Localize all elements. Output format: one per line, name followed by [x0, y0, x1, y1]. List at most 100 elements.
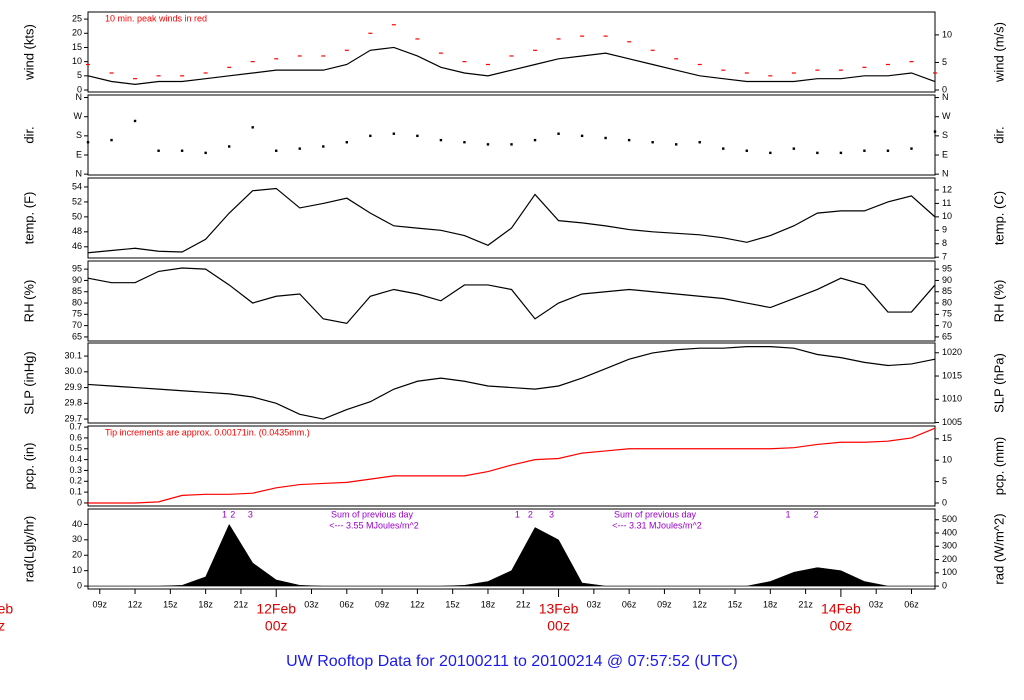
dir-dot [110, 138, 113, 142]
y-tick-label: 0.3 [69, 465, 82, 475]
x-tick-label: 09z [375, 599, 390, 609]
y-tick-label: 10 [72, 565, 82, 575]
panel-frame [87, 425, 936, 507]
dir-dot [816, 151, 819, 155]
dir-dot [510, 143, 513, 146]
y2-tick-label: 8 [942, 238, 947, 248]
dir-dot [439, 138, 443, 142]
y2-tick-label: 10 [942, 29, 952, 39]
y-axis-label: pcp. (in) [21, 443, 36, 490]
dir-dot [345, 141, 349, 144]
dir-dot [86, 141, 90, 144]
dir-dot [486, 143, 490, 146]
y-axis-label: wind (kts) [21, 24, 36, 81]
y2-tick-label: S [942, 130, 948, 140]
y-tick-label: 25 [72, 13, 82, 23]
y-axis-label: RH (%) [21, 280, 36, 323]
y-tick-label: 29.9 [64, 382, 82, 392]
y-tick-label: 85 [72, 286, 82, 296]
y2-axis-label: dir. [991, 126, 1006, 143]
peak-marker: 1 [222, 509, 227, 519]
y-tick-label: 30 [72, 534, 82, 544]
dir-dot [792, 147, 796, 150]
y-tick-label: 65 [72, 331, 82, 341]
x-tick-label: 18z [481, 599, 496, 609]
y2-tick-label: 80 [942, 297, 952, 307]
y2-axis-label: SLP (hPa) [991, 353, 1006, 413]
x-tick-label: 03z [869, 599, 884, 609]
y2-tick-label: 400 [942, 527, 957, 537]
x-tick-label: 21z [234, 599, 249, 609]
y-tick-label: S [76, 130, 82, 140]
day-hour-label: 00z [265, 618, 288, 634]
y2-tick-label: 7 [942, 252, 947, 262]
radiation-area [88, 523, 935, 587]
data-line [87, 346, 936, 420]
y-tick-label: 0.2 [69, 476, 82, 486]
y-tick-label: 40 [72, 519, 82, 529]
x-tick-label: 15z [728, 599, 743, 609]
y-tick-label: 70 [72, 320, 82, 330]
y2-tick-label: 12 [942, 184, 952, 194]
y2-tick-label: 1010 [942, 394, 962, 404]
y-tick-label: 0 [77, 84, 82, 94]
x-tick-label: 06z [622, 599, 637, 609]
day-hour-label: 00z [830, 618, 853, 634]
y-axis-label: rad(Lgly/hr) [21, 516, 36, 582]
dir-dot [557, 132, 560, 135]
peak-marker: 1 [785, 509, 790, 519]
y-tick-label: 0.5 [69, 443, 82, 453]
y-tick-label: N [76, 169, 83, 179]
annotation: 10 min. peak winds in red [105, 13, 207, 23]
peak-marker: 3 [549, 509, 554, 519]
y2-tick-label: 5 [942, 57, 947, 67]
y-tick-label: E [76, 149, 82, 159]
x-tick-label: 06z [340, 599, 355, 609]
y2-axis-label: wind (m/s) [991, 22, 1006, 83]
x-tick-label: 03z [587, 599, 602, 609]
y2-tick-label: 75 [942, 309, 952, 319]
y2-tick-label: 70 [942, 320, 952, 330]
y2-tick-label: 0 [942, 497, 947, 507]
dir-dot [463, 141, 466, 144]
data-line [87, 267, 936, 325]
chart-title: UW Rooftop Data for 20100211 to 20100214… [286, 653, 738, 670]
y2-tick-label: 9 [942, 225, 947, 235]
y-tick-label: 5 [77, 70, 82, 80]
day-label: 14Feb [821, 601, 861, 617]
day-hour-label: 00z [0, 618, 5, 634]
y-tick-label: 0.7 [69, 421, 82, 431]
y2-axis-label: pcp. (mm) [991, 437, 1006, 496]
dir-dot [651, 141, 654, 144]
y2-tick-label: 10 [942, 211, 952, 221]
y2-tick-label: 5 [942, 476, 947, 486]
x-tick-label: 21z [798, 599, 813, 609]
dir-dot [416, 134, 419, 138]
dir-dot [180, 149, 184, 152]
dir-dot [157, 149, 160, 152]
dir-dot [722, 147, 725, 150]
y-tick-label: 15 [72, 42, 82, 52]
dir-dot [251, 126, 254, 129]
y-tick-label: 20 [72, 550, 82, 560]
data-line [87, 46, 936, 85]
x-tick-label: 18z [198, 599, 213, 609]
y2-axis-label: rad (W/m^2) [991, 513, 1006, 584]
dir-dot [745, 149, 748, 152]
peak-marker: 3 [248, 509, 253, 519]
y-axis-label: SLP (inHg) [21, 351, 36, 414]
dir-dot [910, 147, 913, 150]
dir-dot [933, 130, 937, 133]
y2-tick-label: 500 [942, 514, 957, 524]
y-tick-label: N [76, 92, 83, 102]
dir-dot [133, 119, 137, 123]
dir-dot [204, 151, 207, 155]
y-tick-label: 75 [72, 309, 82, 319]
y2-tick-label: N [942, 92, 949, 102]
x-tick-label: 09z [93, 599, 108, 609]
dir-dot [275, 149, 278, 152]
y2-tick-label: 15 [942, 433, 952, 443]
dir-dot [863, 149, 866, 152]
panel-frame [87, 260, 936, 342]
x-tick-label: 03z [304, 599, 319, 609]
